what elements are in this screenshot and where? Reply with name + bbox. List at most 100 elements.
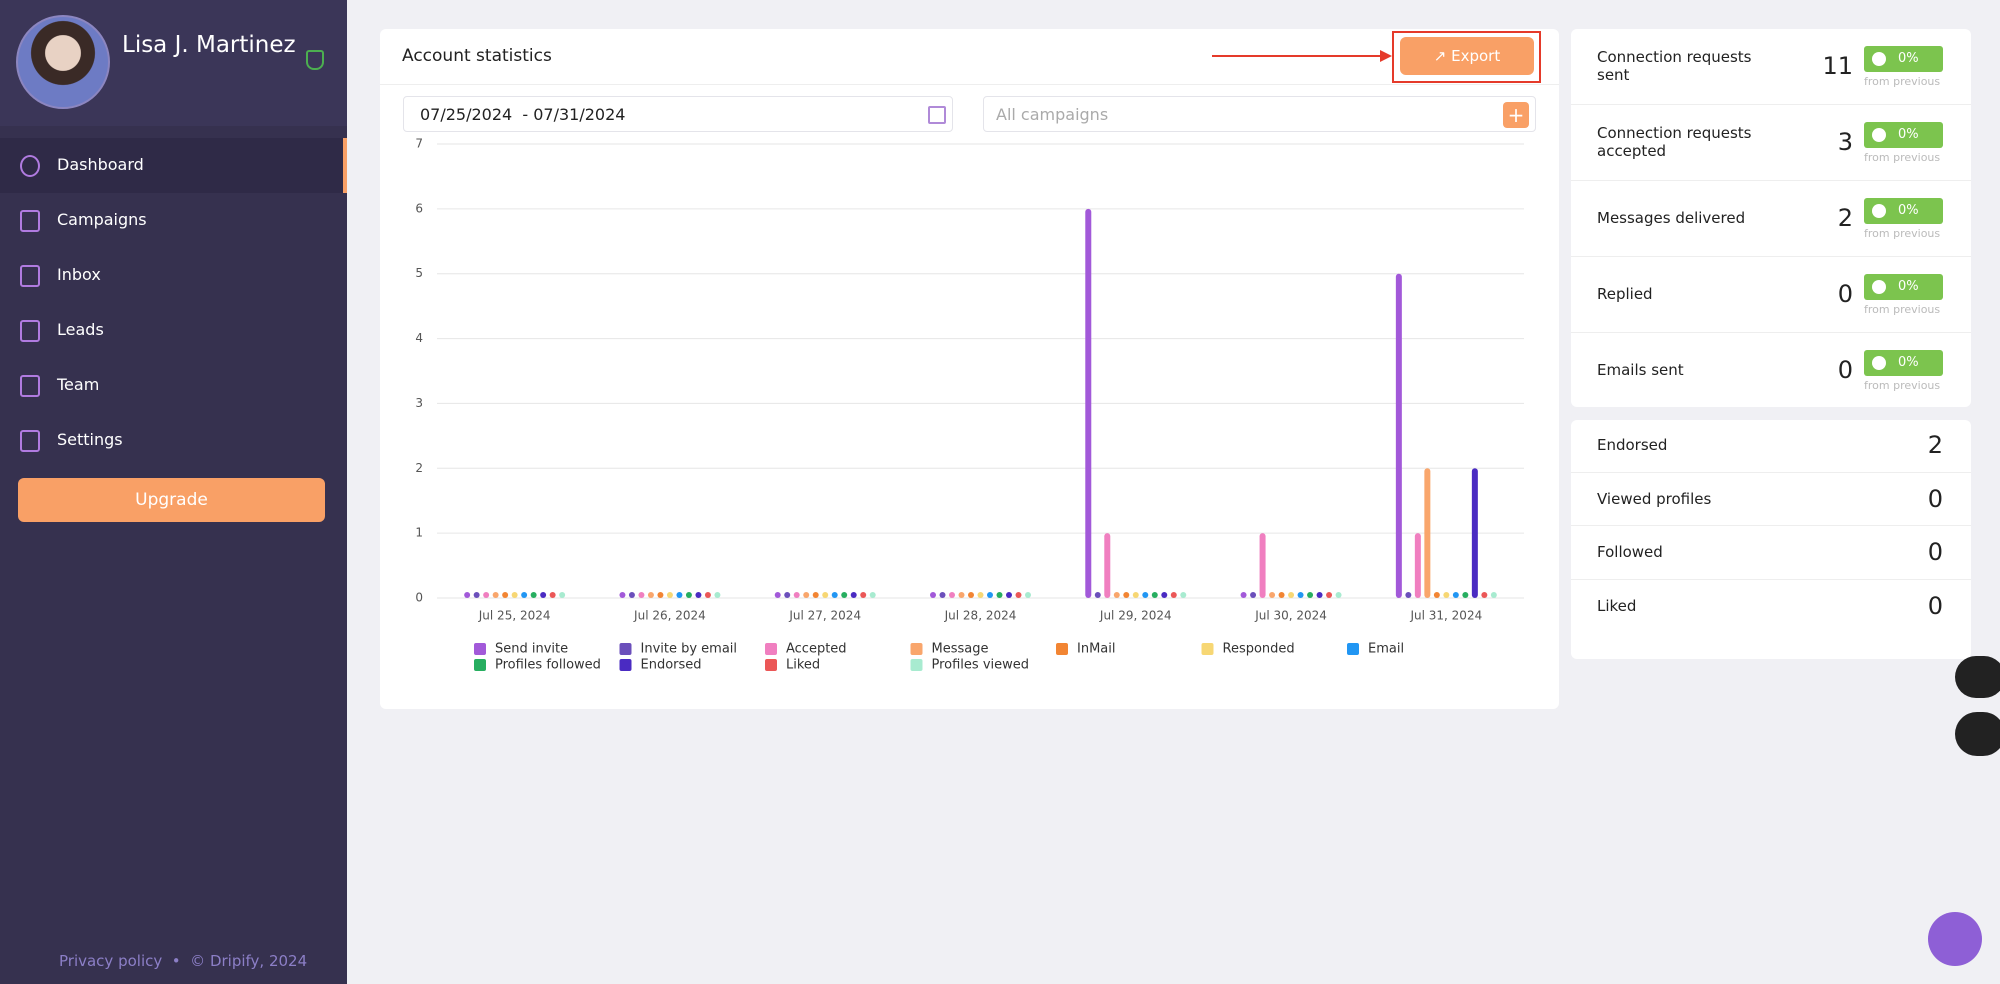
badge-icon — [1872, 204, 1886, 218]
count-value: 2 — [1927, 431, 1943, 459]
legend-label: InMail — [1077, 642, 1115, 657]
legend-label: Message — [932, 642, 989, 657]
row-divider — [1571, 525, 1971, 526]
nav-item[interactable]: Dashboard — [57, 155, 144, 174]
badge-icon — [1872, 356, 1886, 370]
count-label: Endorsed — [1597, 436, 1668, 454]
y-tick-label: 1 — [415, 526, 423, 540]
stat-label: Connection requests sent — [1597, 48, 1752, 84]
y-tick-label: 7 — [415, 137, 423, 151]
nav-icon — [20, 155, 40, 177]
calendar-icon — [928, 106, 946, 124]
badge-icon — [1872, 280, 1886, 294]
user-name: Lisa J. Martinez — [122, 32, 296, 58]
counts-card — [1571, 420, 1971, 659]
x-tick-label: Jul 30, 2024 — [1254, 609, 1327, 623]
export-label: Export — [1451, 47, 1501, 65]
export-button[interactable]: ↗ Export — [1400, 37, 1534, 75]
y-tick-label: 3 — [415, 396, 423, 410]
count-label: Liked — [1597, 596, 1637, 615]
legend-swatch — [474, 659, 486, 671]
legend-swatch — [765, 643, 777, 655]
copyright: © Dripify, 2024 — [190, 952, 308, 970]
legend-label: Email — [1368, 642, 1404, 657]
stat-value: 0 — [1837, 280, 1853, 308]
x-tick-label: Jul 26, 2024 — [633, 609, 706, 623]
nav-icon — [20, 265, 40, 287]
legend-label: Profiles followed — [495, 658, 601, 673]
arrow-line — [1212, 55, 1382, 57]
change-note: from previous — [1864, 303, 1941, 316]
active-nav-bg — [0, 138, 347, 193]
assistant-button[interactable] — [1955, 712, 2000, 756]
arrow-head — [1380, 50, 1392, 62]
legend-label: Liked — [786, 658, 820, 673]
stat-value: 3 — [1837, 128, 1853, 156]
nav-item[interactable]: Team — [57, 375, 100, 394]
y-tick-label: 4 — [415, 331, 423, 345]
legend-label: Accepted — [786, 642, 847, 657]
nav-icon — [20, 320, 40, 342]
add-campaign[interactable]: + — [1503, 102, 1529, 128]
count-value: 0 — [1927, 484, 1943, 513]
badge-icon — [1872, 128, 1886, 142]
x-tick-label: Jul 27, 2024 — [788, 609, 861, 623]
row-divider — [1571, 578, 1971, 580]
legend-label: Invite by email — [641, 642, 738, 657]
nav-item[interactable]: Inbox — [57, 265, 101, 284]
count-label: Followed — [1597, 543, 1663, 561]
legend-swatch — [1201, 643, 1214, 655]
privacy-link[interactable]: Privacy policy — [59, 952, 163, 970]
verified-icon — [306, 50, 324, 70]
sidebar: Lisa J. Martinez Upgrade Privacy policy … — [0, 0, 347, 984]
stat-label: Connection requests accepted — [1597, 124, 1752, 160]
stat-value: 0 — [1837, 356, 1853, 384]
x-tick-label: Jul 25, 2024 — [478, 609, 551, 623]
avatar — [16, 15, 110, 109]
badge-icon — [1872, 52, 1886, 66]
date-input[interactable]: 07/25/2024 - 07/31/2024 — [403, 96, 953, 132]
highlight-box — [1392, 31, 1541, 83]
count-value: 0 — [1927, 538, 1943, 566]
nav-item[interactable]: Settings — [57, 430, 123, 449]
row-divider — [1571, 180, 1971, 181]
stat-label: Emails sent — [1597, 361, 1684, 379]
legend-swatch — [1347, 643, 1359, 655]
stat-label: Messages delivered — [1597, 209, 1746, 227]
upgrade-button[interactable]: Upgrade — [18, 478, 325, 522]
y-tick-label: 5 — [415, 266, 423, 280]
nav-icon — [20, 430, 40, 452]
legend-label: Profiles viewed — [932, 658, 1030, 673]
legend-swatch — [910, 643, 923, 655]
nav-item[interactable]: Leads — [57, 320, 104, 339]
footer: Privacy policy • © Dripify, 2024 — [59, 952, 308, 970]
stat-label: Replied — [1597, 285, 1653, 303]
count-value: 0 — [1927, 591, 1943, 620]
legend-swatch — [1056, 643, 1068, 655]
nav-item[interactable]: Campaigns — [57, 210, 147, 229]
y-tick-label: 2 — [415, 461, 423, 475]
change-note: from previous — [1864, 227, 1941, 240]
row-divider — [1571, 471, 1971, 473]
nav-icon — [20, 375, 40, 397]
chat-button[interactable] — [1928, 912, 1982, 966]
x-tick-label: Jul 31, 2024 — [1409, 609, 1482, 623]
change-note: from previous — [1864, 379, 1941, 392]
legend-label: Endorsed — [641, 658, 702, 673]
change-note: from previous — [1864, 75, 1941, 88]
x-tick-label: Jul 28, 2024 — [944, 609, 1017, 623]
legend-swatch — [910, 659, 923, 671]
legend-swatch — [474, 643, 486, 655]
row-divider — [1571, 104, 1971, 105]
campaign-select[interactable]: All campaigns — [983, 96, 1536, 132]
legend-swatch — [765, 659, 777, 671]
stat-value: 11 — [1822, 52, 1853, 80]
x-tick-label: Jul 29, 2024 — [1099, 609, 1172, 623]
card-title: Account statistics — [402, 46, 552, 66]
translate-button[interactable] — [1955, 656, 2000, 698]
change-badge: 0% — [1864, 198, 1943, 224]
divider — [380, 84, 1559, 85]
legend-swatch — [619, 643, 632, 655]
chart: 0 1 2 3 4 5 6 7 Jul 25, 2024 Jul 26, 2024 Jul 27, … — [415, 137, 1524, 673]
